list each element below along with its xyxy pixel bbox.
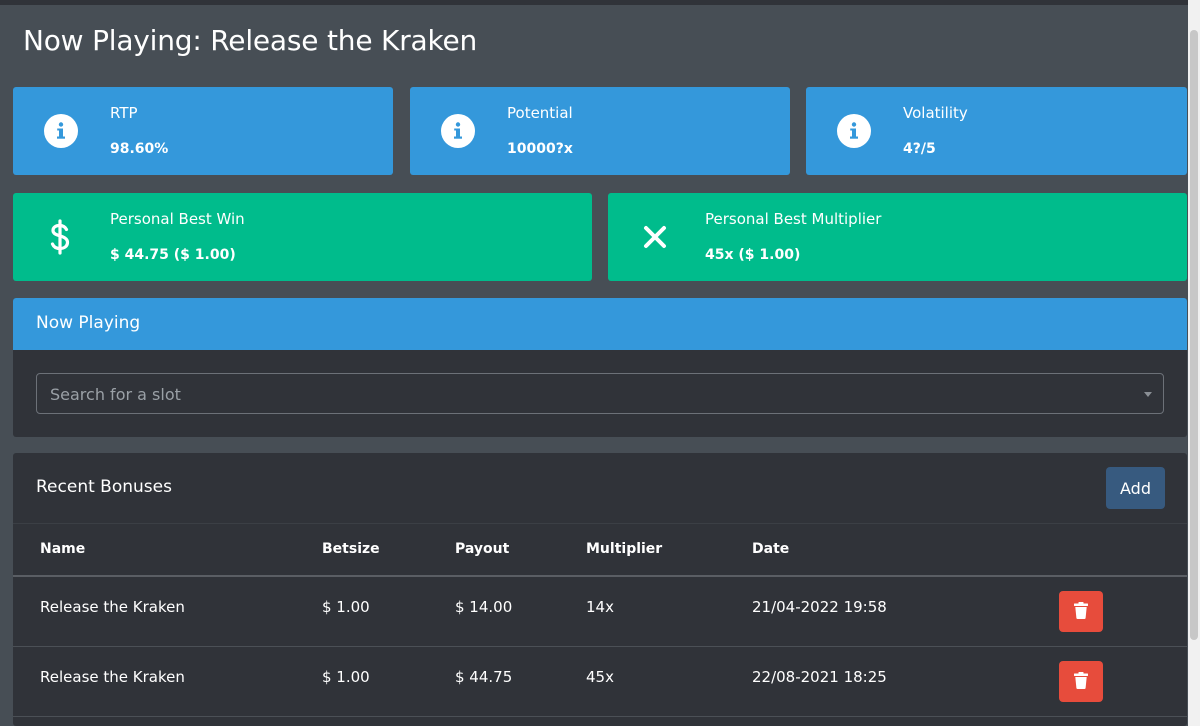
column-header-betsize[interactable]: Betsize bbox=[322, 541, 380, 557]
personal-best-win-label: Personal Best Win bbox=[110, 210, 245, 228]
bonus-payout: $ 14.00 bbox=[455, 598, 513, 616]
rtp-card: RTP 98.60% bbox=[13, 87, 393, 175]
slot-search-placeholder: Search for a slot bbox=[50, 385, 181, 404]
potential-value: 10000?x bbox=[507, 141, 573, 157]
rtp-label: RTP bbox=[110, 104, 138, 122]
bonus-betsize: $ 1.00 bbox=[322, 668, 370, 686]
personal-best-multiplier-value: 45x ($ 1.00) bbox=[705, 247, 801, 263]
now-playing-header: Now Playing bbox=[13, 298, 1187, 350]
bonus-betsize: $ 1.00 bbox=[322, 598, 370, 616]
delete-bonus-button[interactable] bbox=[1059, 661, 1103, 702]
volatility-card: Volatility 4?/5 bbox=[806, 87, 1187, 175]
times-icon bbox=[638, 217, 672, 257]
slot-search-select[interactable]: Search for a slot bbox=[36, 373, 1164, 414]
bonus-payout: $ 44.75 bbox=[455, 668, 513, 686]
bonuses-table-header: Name Betsize Payout Multiplier Date bbox=[13, 523, 1187, 577]
volatility-value: 4?/5 bbox=[903, 141, 936, 157]
scrollbar[interactable] bbox=[1188, 0, 1200, 726]
scrollbar-thumb[interactable] bbox=[1190, 30, 1198, 640]
column-header-name[interactable]: Name bbox=[40, 541, 86, 557]
table-row: Release the Kraken $ 1.00 $ 14.00 14x 21… bbox=[13, 577, 1187, 647]
bonus-name: Release the Kraken bbox=[40, 598, 185, 616]
personal-best-win-value: $ 44.75 ($ 1.00) bbox=[110, 247, 236, 263]
column-header-date[interactable]: Date bbox=[752, 541, 790, 557]
top-bar bbox=[0, 0, 1200, 5]
dollar-icon bbox=[43, 217, 77, 257]
bonus-name: Release the Kraken bbox=[40, 668, 185, 686]
table-row: Release the Kraken $ 1.00 $ 44.75 45x 22… bbox=[13, 647, 1187, 717]
trash-icon bbox=[1074, 671, 1088, 692]
recent-bonuses-panel: Recent Bonuses Add Name Betsize Payout M… bbox=[13, 453, 1187, 726]
add-bonus-button[interactable]: Add bbox=[1106, 467, 1165, 509]
potential-card: Potential 10000?x bbox=[410, 87, 790, 175]
bonus-date: 21/04-2022 19:58 bbox=[752, 598, 887, 616]
personal-best-multiplier-label: Personal Best Multiplier bbox=[705, 210, 882, 228]
personal-best-win-card: Personal Best Win $ 44.75 ($ 1.00) bbox=[13, 193, 592, 281]
now-playing-panel: Now Playing Search for a slot bbox=[13, 298, 1187, 437]
bonus-multiplier: 45x bbox=[586, 668, 614, 686]
potential-label: Potential bbox=[507, 104, 573, 122]
volatility-label: Volatility bbox=[903, 104, 968, 122]
bonus-date: 22/08-2021 18:25 bbox=[752, 668, 887, 686]
caret-down-icon[interactable] bbox=[1144, 392, 1152, 397]
trash-icon bbox=[1074, 601, 1088, 622]
info-icon bbox=[441, 114, 475, 148]
bonus-multiplier: 14x bbox=[586, 598, 614, 616]
rtp-value: 98.60% bbox=[110, 141, 169, 157]
page-title: Now Playing: Release the Kraken bbox=[23, 24, 478, 57]
column-header-multiplier[interactable]: Multiplier bbox=[586, 541, 663, 557]
personal-best-multiplier-card: Personal Best Multiplier 45x ($ 1.00) bbox=[608, 193, 1187, 281]
info-icon bbox=[44, 114, 78, 148]
recent-bonuses-title: Recent Bonuses bbox=[36, 477, 172, 497]
now-playing-header-label: Now Playing bbox=[36, 313, 141, 333]
info-icon bbox=[837, 114, 871, 148]
column-header-payout[interactable]: Payout bbox=[455, 541, 510, 557]
delete-bonus-button[interactable] bbox=[1059, 591, 1103, 632]
